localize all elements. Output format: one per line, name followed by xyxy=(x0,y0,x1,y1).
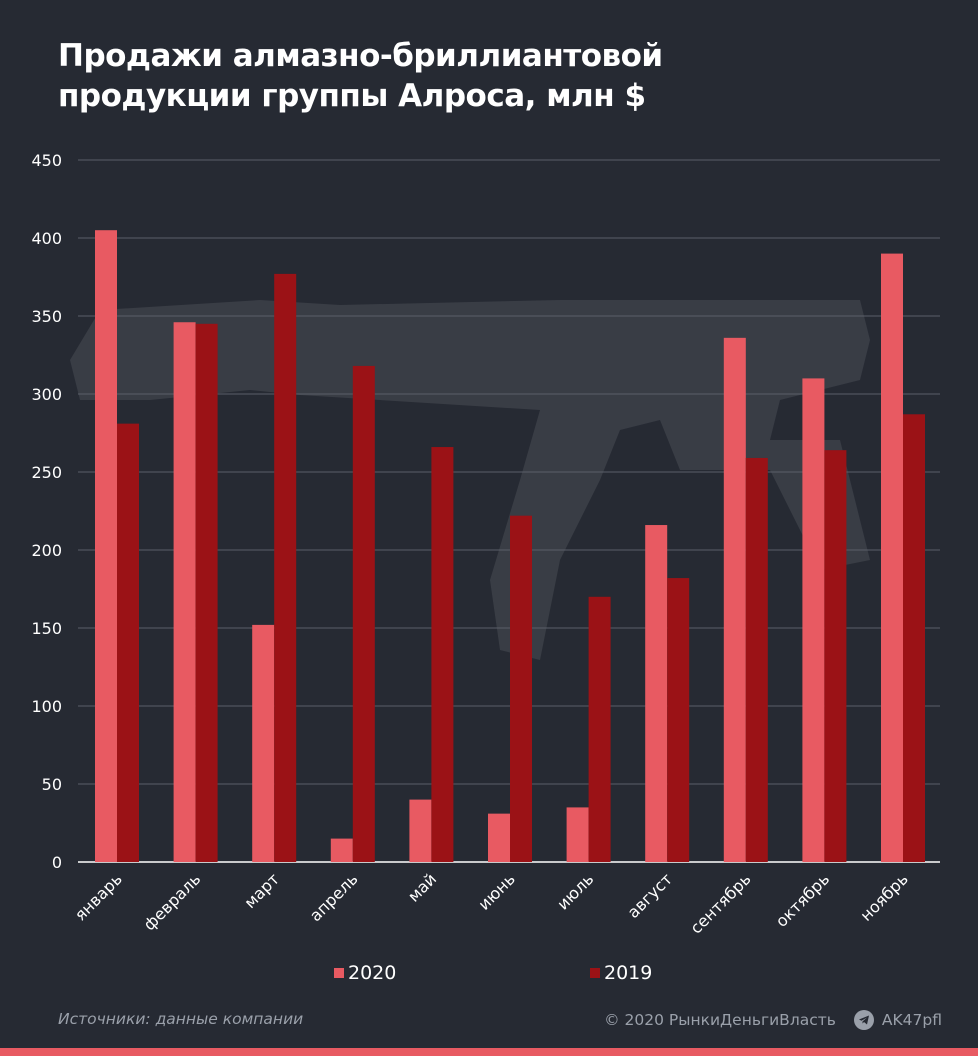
legend-swatch-2020 xyxy=(334,968,344,978)
bar-2019 xyxy=(195,323,218,862)
legend: 2020 2019 xyxy=(0,962,978,992)
y-tick-label: 450 xyxy=(31,151,62,170)
legend-label-2019: 2019 xyxy=(604,962,653,984)
bar-2019 xyxy=(745,457,768,862)
x-tick-label: июнь xyxy=(474,869,518,913)
bar-2020 xyxy=(566,807,589,862)
bar-2019 xyxy=(667,578,690,862)
bar-chart: 0 50 100 150 200 250 300 350 400 450 январь феврал… xyxy=(31,151,940,938)
y-tick-label: 400 xyxy=(31,229,62,248)
x-tick-label: ноябрь xyxy=(856,869,911,924)
bar-2020 xyxy=(409,799,432,862)
bar-2020 xyxy=(330,838,353,862)
title-line-2: продукции группы Алроса, млн $ xyxy=(58,78,646,114)
telegram-handle[interactable]: AK47pfl xyxy=(881,1011,942,1029)
telegram-icon xyxy=(853,1010,874,1030)
x-tick-label: сентябрь xyxy=(686,869,754,937)
bar-2020 xyxy=(802,378,825,862)
bar-2019 xyxy=(274,273,297,862)
y-tick-label: 300 xyxy=(31,385,62,404)
bar-2019 xyxy=(510,515,532,862)
bar-2020 xyxy=(488,813,510,862)
credits: © 2020 РынкиДеньгиВласть AK47pfl xyxy=(604,1010,942,1030)
y-tick-label: 150 xyxy=(31,619,62,638)
legend-label-2020: 2020 xyxy=(348,962,397,984)
title-line-1: Продажи алмазно-бриллиантовой xyxy=(58,38,663,74)
bar-2020 xyxy=(723,337,746,863)
bar-2020 xyxy=(173,322,196,862)
footer: Источники: данные компании © 2020 РынкиД… xyxy=(0,1010,978,1036)
y-tick-label: 250 xyxy=(31,463,62,482)
copyright: © 2020 РынкиДеньгиВласть xyxy=(604,1011,836,1029)
legend-swatch-2019 xyxy=(590,968,600,978)
y-tick-label: 350 xyxy=(31,307,62,326)
watermark-rifle-icon xyxy=(70,300,870,660)
bar-2020 xyxy=(645,525,668,862)
bottom-accent-bar xyxy=(0,1048,978,1056)
x-tick-label: январь xyxy=(71,869,126,924)
y-tick-label: 50 xyxy=(42,775,62,794)
x-tick-label: октябрь xyxy=(772,869,833,930)
y-tick-label: 100 xyxy=(31,697,62,716)
y-tick-label: 0 xyxy=(52,853,62,872)
bar-2019 xyxy=(431,447,454,862)
x-tick-label: март xyxy=(240,869,283,912)
bar-2020 xyxy=(252,624,275,862)
x-tick-label: апрель xyxy=(306,869,362,925)
bar-2019 xyxy=(588,596,611,862)
x-tick-label: февраль xyxy=(140,869,205,934)
bar-2019 xyxy=(117,423,139,862)
legend-item-2020: 2020 xyxy=(334,962,396,984)
x-tick-label: май xyxy=(404,869,440,905)
bar-2020 xyxy=(881,253,903,863)
x-tick-label: июль xyxy=(553,869,597,913)
chart-title: Продажи алмазно-бриллиантовой продукции … xyxy=(58,36,938,116)
bar-2020 xyxy=(95,230,117,862)
bar-2019 xyxy=(352,365,375,862)
y-tick-label: 200 xyxy=(31,541,62,560)
bar-2019 xyxy=(903,414,925,862)
bar-2019 xyxy=(824,450,847,862)
x-tick-label: август xyxy=(624,869,676,921)
legend-item-2019: 2019 xyxy=(590,962,652,984)
source-note: Источники: данные компании xyxy=(58,1010,304,1028)
